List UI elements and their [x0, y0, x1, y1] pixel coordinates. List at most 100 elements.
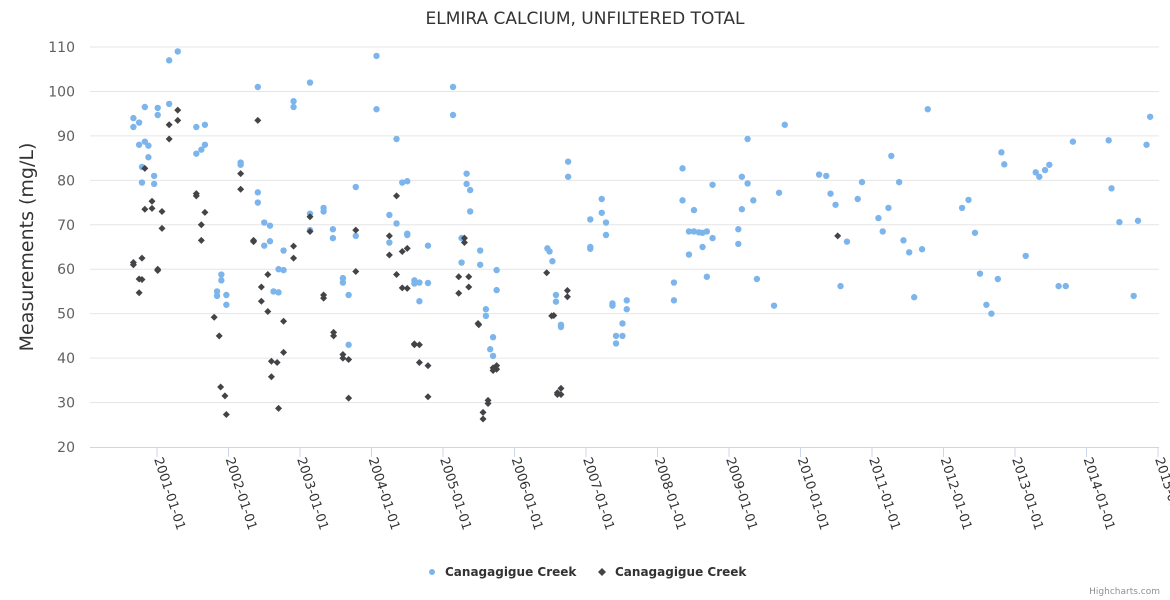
legend-item-series-2[interactable]: Canagagigue Creek [598, 565, 747, 579]
data-point[interactable] [290, 254, 298, 262]
data-point[interactable] [352, 267, 360, 275]
data-point[interactable] [393, 220, 400, 227]
data-point[interactable] [158, 224, 166, 232]
data-point[interactable] [1055, 282, 1062, 290]
data-point[interactable] [493, 365, 501, 373]
data-point[interactable] [261, 242, 268, 249]
data-point[interactable] [193, 150, 200, 157]
data-point[interactable] [218, 271, 225, 278]
data-point[interactable] [250, 238, 258, 246]
data-point[interactable] [753, 275, 761, 283]
data-point[interactable] [320, 294, 328, 302]
data-point[interactable] [290, 98, 297, 105]
data-point[interactable] [201, 208, 209, 216]
data-point[interactable] [619, 332, 626, 340]
data-point[interactable] [261, 219, 268, 226]
data-point[interactable] [482, 312, 490, 320]
data-point[interactable] [557, 391, 565, 399]
data-point[interactable] [352, 232, 359, 240]
data-point[interactable] [213, 292, 221, 300]
data-point[interactable] [306, 227, 314, 235]
data-point[interactable] [685, 228, 693, 235]
data-point[interactable] [895, 178, 903, 186]
data-point[interactable] [222, 411, 230, 419]
data-point[interactable] [709, 234, 716, 242]
data-point[interactable] [197, 236, 205, 244]
legend-item-series-1[interactable]: Canagagigue Creek [429, 565, 577, 579]
data-point[interactable] [210, 313, 218, 321]
data-point[interactable] [552, 291, 560, 299]
data-point[interactable] [385, 232, 393, 240]
data-point[interactable] [339, 351, 347, 359]
data-point[interactable] [158, 207, 166, 215]
data-point[interactable] [165, 121, 173, 129]
data-point[interactable] [690, 228, 698, 235]
data-point[interactable] [858, 178, 866, 186]
data-point[interactable] [1146, 113, 1154, 120]
data-point[interactable] [254, 83, 262, 91]
data-point[interactable] [148, 204, 156, 212]
data-point[interactable] [352, 226, 360, 234]
data-point[interactable] [404, 178, 411, 185]
data-point[interactable] [994, 275, 1002, 283]
data-point[interactable] [217, 383, 225, 391]
data-point[interactable] [854, 195, 861, 203]
data-point[interactable] [275, 289, 282, 296]
legend-label-series-1[interactable]: Canagagigue Creek [445, 565, 577, 579]
data-point[interactable] [958, 204, 966, 212]
data-point[interactable] [1062, 282, 1069, 290]
data-point[interactable] [910, 294, 918, 301]
data-point[interactable] [1105, 137, 1112, 144]
data-point[interactable] [460, 239, 468, 247]
data-point[interactable] [463, 170, 470, 177]
data-point[interactable] [267, 373, 275, 381]
data-point[interactable] [879, 228, 886, 235]
data-point[interactable] [306, 79, 314, 86]
data-point[interactable] [1036, 173, 1043, 180]
data-point[interactable] [1108, 185, 1115, 192]
data-point[interactable] [1041, 166, 1049, 174]
data-point[interactable] [744, 135, 751, 143]
data-point[interactable] [479, 415, 487, 423]
data-point[interactable] [257, 283, 265, 291]
data-point[interactable] [398, 284, 406, 292]
data-point[interactable] [399, 179, 406, 186]
data-point[interactable] [837, 282, 844, 290]
data-point[interactable] [403, 244, 411, 252]
data-point[interactable] [690, 206, 698, 214]
data-point[interactable] [138, 254, 146, 262]
data-point[interactable] [493, 286, 500, 294]
data-point[interactable] [280, 247, 287, 254]
data-point[interactable] [971, 229, 979, 236]
data-point[interactable] [237, 185, 245, 193]
data-point[interactable] [623, 297, 630, 304]
data-point[interactable] [827, 190, 834, 197]
data-point[interactable] [329, 234, 337, 242]
data-point[interactable] [466, 208, 474, 215]
data-point[interactable] [154, 267, 162, 275]
data-point[interactable] [386, 239, 393, 246]
data-point[interactable] [386, 211, 393, 219]
data-point[interactable] [699, 243, 706, 251]
data-point[interactable] [213, 288, 221, 295]
data-point[interactable] [148, 197, 156, 205]
data-point[interactable] [154, 111, 161, 119]
data-point[interactable] [141, 205, 149, 213]
data-point[interactable] [1046, 161, 1053, 168]
credits-link[interactable]: Highcharts.com [1089, 587, 1160, 597]
data-point[interactable] [403, 284, 411, 292]
data-point[interactable] [843, 238, 851, 245]
data-point[interactable] [270, 288, 277, 295]
data-point[interactable] [493, 362, 501, 370]
data-point[interactable] [493, 266, 500, 274]
data-point[interactable] [703, 228, 711, 235]
data-point[interactable] [549, 258, 556, 265]
data-point[interactable] [781, 121, 788, 128]
data-point[interactable] [449, 83, 457, 91]
data-point[interactable] [416, 279, 423, 286]
data-point[interactable] [552, 298, 560, 305]
data-point[interactable] [201, 121, 209, 128]
data-point[interactable] [476, 261, 484, 268]
data-point[interactable] [557, 384, 565, 392]
data-point[interactable] [564, 173, 572, 180]
